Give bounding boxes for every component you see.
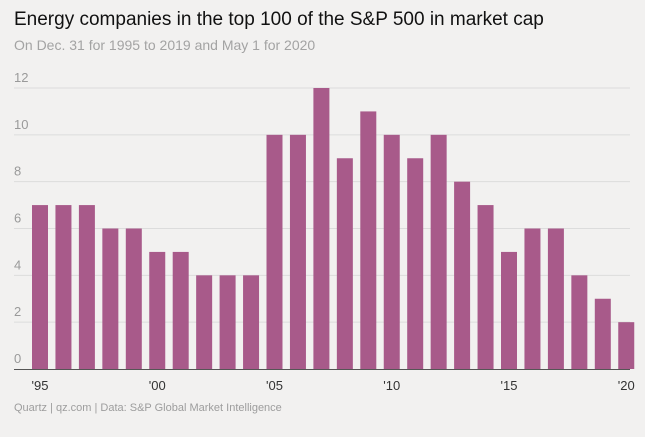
bar-2015 xyxy=(501,251,517,369)
bar-1996 xyxy=(55,205,72,369)
bar-2016 xyxy=(524,228,541,369)
x-tick-label: '20 xyxy=(618,378,635,393)
bar-2005 xyxy=(266,134,283,369)
y-tick-label: 2 xyxy=(14,304,21,319)
bar-1995 xyxy=(32,205,48,369)
bar-2018 xyxy=(571,275,588,369)
x-tick-label: '00 xyxy=(149,378,166,393)
x-tick-label: '05 xyxy=(266,378,283,393)
bar-1998 xyxy=(102,228,119,369)
bar-1997 xyxy=(78,205,95,369)
bar-2003 xyxy=(219,275,236,369)
y-axis-ticks: 0 2 4 6 8 10 12 xyxy=(14,70,28,366)
y-tick-label: 12 xyxy=(14,70,28,85)
bar-2014 xyxy=(477,205,494,369)
bar-2000 xyxy=(149,251,166,369)
bar-2010 xyxy=(383,134,400,369)
bars xyxy=(32,88,635,370)
bar-2008 xyxy=(336,158,353,369)
bar-2020 xyxy=(618,322,635,369)
x-axis-ticks: '95 '00 '05 '10 '15 '20 xyxy=(32,378,635,393)
bar-2009 xyxy=(360,111,377,370)
bar-2004 xyxy=(243,275,260,369)
y-tick-label: 6 xyxy=(14,211,21,226)
chart-subtitle: On Dec. 31 for 1995 to 2019 and May 1 fo… xyxy=(14,37,316,53)
bar-2012 xyxy=(430,134,447,369)
y-tick-label: 8 xyxy=(14,164,21,179)
y-tick-label: 0 xyxy=(14,351,21,366)
bar-2011 xyxy=(407,158,424,369)
x-tick-label: '95 xyxy=(32,378,49,393)
bar-2002 xyxy=(196,275,213,369)
y-tick-label: 4 xyxy=(14,257,21,272)
bar-2019 xyxy=(594,298,611,369)
x-tick-label: '10 xyxy=(383,378,400,393)
bar-1999 xyxy=(125,228,142,369)
bar-2013 xyxy=(454,181,471,369)
y-tick-label: 10 xyxy=(14,117,28,132)
bar-2006 xyxy=(289,134,306,369)
bar-2017 xyxy=(547,228,564,369)
chart-title: Energy companies in the top 100 of the S… xyxy=(14,9,544,30)
source-note: Quartz | qz.com | Data: S&P Global Marke… xyxy=(14,402,282,414)
bar-2001 xyxy=(172,251,189,369)
x-tick-label: '15 xyxy=(501,378,518,393)
bar-2007 xyxy=(313,88,330,369)
